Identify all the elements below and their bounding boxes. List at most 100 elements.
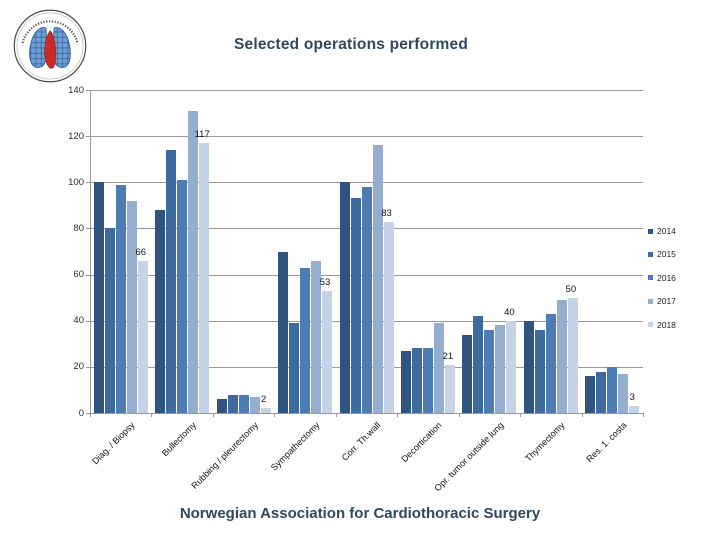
category-label: Thymectomy: [523, 420, 567, 464]
bar-2016: [300, 267, 311, 413]
y-axis-label: 20: [73, 361, 84, 373]
bar-2018: [506, 320, 517, 413]
x-tick: [397, 413, 399, 417]
bar-2017: [556, 300, 567, 413]
bar-2016: [484, 329, 495, 413]
bar-2015: [350, 198, 361, 413]
x-tick: [581, 413, 583, 417]
category-label: Sympathectomy: [268, 420, 322, 473]
bar-2018: [383, 221, 394, 413]
data-label-2018: 66: [135, 246, 146, 258]
bar-2014: [462, 334, 473, 413]
bar-2016: [422, 348, 433, 413]
x-tick: [212, 413, 214, 417]
legend-item-2016: 2016: [648, 273, 676, 283]
x-tick: [335, 413, 337, 417]
legend-item-2018: 2018: [648, 320, 676, 330]
legend-item-2017: 2017: [648, 296, 676, 306]
x-tick: [520, 413, 522, 417]
bar-2015: [166, 150, 177, 413]
y-tick-0: [86, 413, 90, 414]
bar-2018: [260, 408, 271, 413]
category-label: Rubbing / pleurectomy: [188, 420, 260, 491]
bar-2016: [177, 180, 188, 413]
bar-2018: [444, 364, 455, 413]
logo-heart: [44, 30, 56, 69]
x-tick: [90, 413, 91, 417]
bar-2017: [311, 260, 322, 413]
bar-2018: [567, 297, 578, 413]
category-label: Decortication: [399, 420, 445, 465]
legend-item-2014: 2014: [648, 226, 676, 236]
bar-2017: [372, 145, 383, 413]
x-tick: [274, 413, 276, 417]
legend-label: 2016: [657, 272, 676, 283]
legend-swatch-2016: [648, 275, 653, 281]
bar-2016: [545, 313, 556, 413]
legend-label: 2015: [657, 249, 676, 260]
data-label-2018: 2: [260, 394, 267, 406]
y-tick-40: [86, 320, 90, 322]
category-label: Opr. tumor outside lung: [432, 420, 506, 494]
bar-2014: [523, 320, 534, 413]
bar-group-3: [216, 394, 271, 413]
logo-arc-text: [21, 20, 79, 44]
bar-2018: [137, 260, 148, 413]
x-tick: [151, 413, 153, 417]
logo-inner-ring: [16, 12, 84, 80]
bar-2017: [126, 200, 137, 413]
legend-swatch-2015: [648, 251, 653, 257]
y-tick-140: [86, 90, 90, 91]
bar-group-2: [155, 110, 210, 413]
bar-2014: [339, 182, 350, 413]
bar-2015: [104, 228, 115, 413]
legend-item-2015: 2015: [648, 249, 676, 259]
bar-2017: [433, 323, 444, 413]
bar-group-6: [400, 323, 455, 413]
gridline-140: [90, 90, 643, 91]
logo-right-lung-hatch: [53, 27, 71, 68]
y-axis-label: 0: [78, 407, 84, 419]
bar-2015: [473, 316, 484, 413]
logo-left-lung-hatch: [29, 27, 47, 68]
y-tick-80: [86, 228, 90, 230]
bar-group-1: [93, 182, 148, 413]
gridline-100: [90, 182, 643, 184]
bar-2015: [534, 329, 545, 413]
legend-swatch-2014: [648, 228, 653, 234]
y-axis-label: 60: [73, 269, 84, 281]
bar-2016: [238, 394, 249, 413]
legend-label: 2017: [657, 296, 676, 307]
bar-2015: [596, 371, 607, 413]
data-label-2018: 117: [194, 129, 210, 141]
association-logo: [13, 9, 87, 83]
bar-2018: [199, 143, 210, 413]
bar-2014: [155, 210, 166, 413]
y-axis-label: 120: [68, 130, 84, 142]
data-label-2018: 53: [319, 276, 331, 288]
category-label: Res. 1. costa: [584, 420, 629, 465]
bar-2014: [93, 182, 104, 413]
category-label: Bullectomy: [160, 420, 199, 459]
category-label: Diag. / Biopsy: [90, 420, 137, 467]
bar-2016: [607, 366, 618, 413]
bar-group-5: [339, 145, 394, 413]
y-tick-120: [86, 136, 90, 138]
y-axis-label: 80: [73, 222, 84, 234]
bar-2017: [495, 325, 506, 413]
data-label-2018: 83: [381, 207, 392, 219]
legend-label: 2014: [657, 226, 676, 236]
gridline-120: [90, 136, 643, 138]
x-tick: [458, 413, 460, 417]
bar-2017: [249, 396, 260, 413]
bar-2016: [361, 186, 372, 413]
y-tick-60: [86, 274, 90, 276]
footer-text: Norwegian Association for Cardiothoracic…: [179, 505, 541, 522]
bar-2015: [289, 323, 300, 413]
y-axis-label: 40: [73, 315, 84, 327]
slide-title: Selected operations performed: [233, 36, 469, 53]
gridline-0: [90, 413, 643, 414]
bar-group-7: [462, 316, 517, 413]
